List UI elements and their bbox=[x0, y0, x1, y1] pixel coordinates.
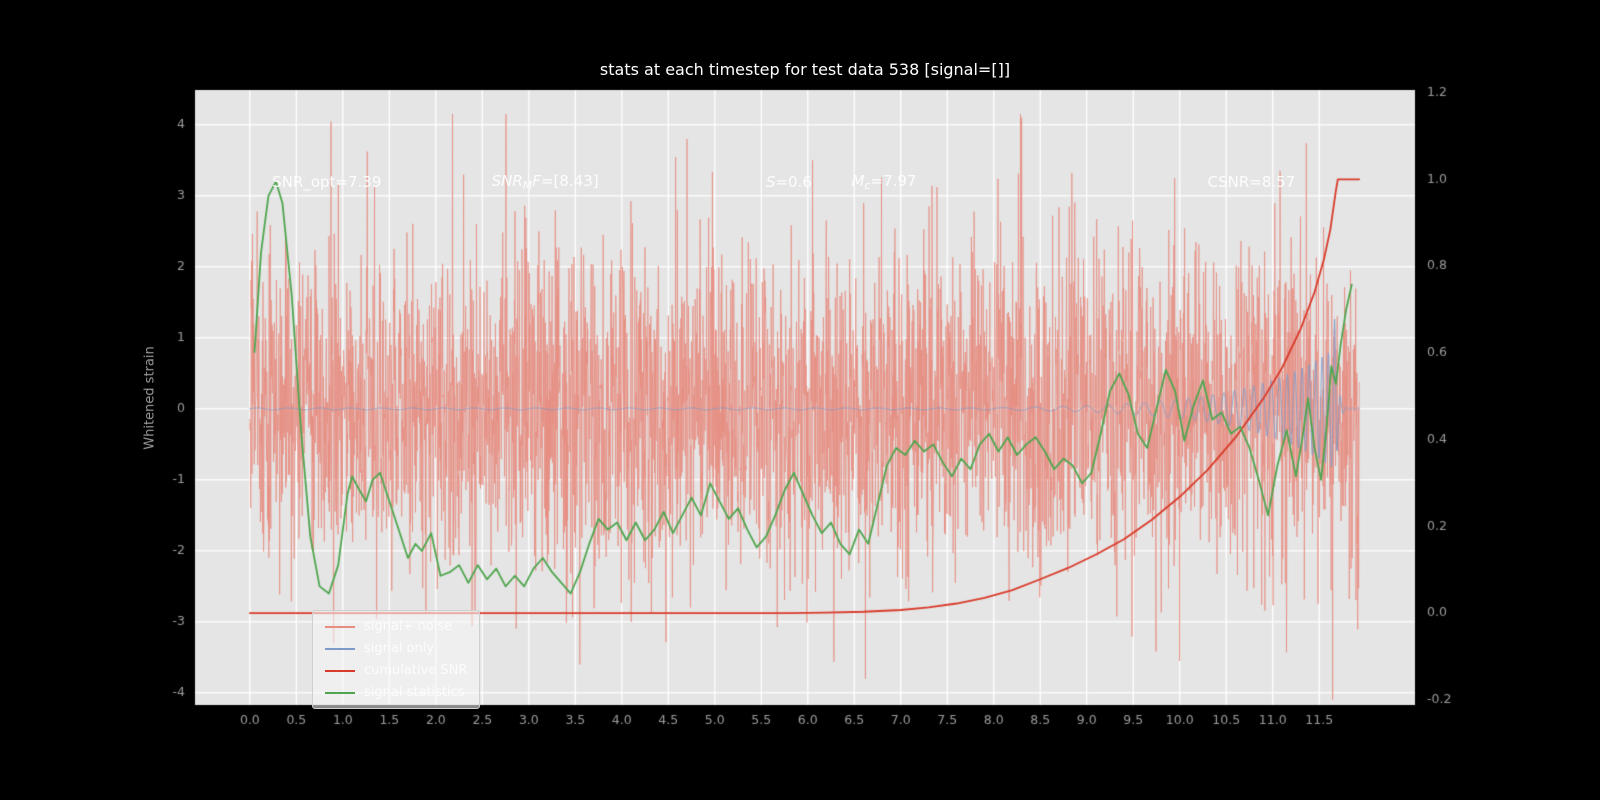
legend-item: signal statistics bbox=[325, 685, 467, 700]
legend-item: signal+ noise bbox=[325, 619, 467, 634]
legend-item: cumulative SNR bbox=[325, 663, 467, 678]
annotation-text: Mc=7.97 bbox=[851, 171, 917, 192]
legend-label: signal only bbox=[364, 641, 435, 656]
chart-title: stats at each timestep for test data 538… bbox=[599, 60, 1011, 79]
legend-swatch bbox=[325, 625, 355, 628]
legend-label: signal+ noise bbox=[364, 619, 453, 634]
legend: signal+ noise signal only cumulative SNR si… bbox=[312, 610, 481, 709]
annotation-text: SNR_opt=7.39 bbox=[272, 172, 382, 191]
annotation-text: CSNR=8.57 bbox=[1207, 172, 1296, 191]
legend-swatch bbox=[325, 691, 355, 694]
legend-swatch bbox=[325, 647, 355, 650]
legend-item: signal only bbox=[325, 641, 467, 656]
y-axis-label: Whitened strain bbox=[142, 346, 158, 450]
annotation-text: SNRMF=[8.43] bbox=[491, 171, 599, 192]
legend-label: cumulative SNR bbox=[364, 663, 468, 678]
annotation-text: S=0.6 bbox=[765, 172, 812, 191]
legend-label: signal statistics bbox=[364, 685, 465, 700]
legend-swatch bbox=[325, 669, 355, 672]
